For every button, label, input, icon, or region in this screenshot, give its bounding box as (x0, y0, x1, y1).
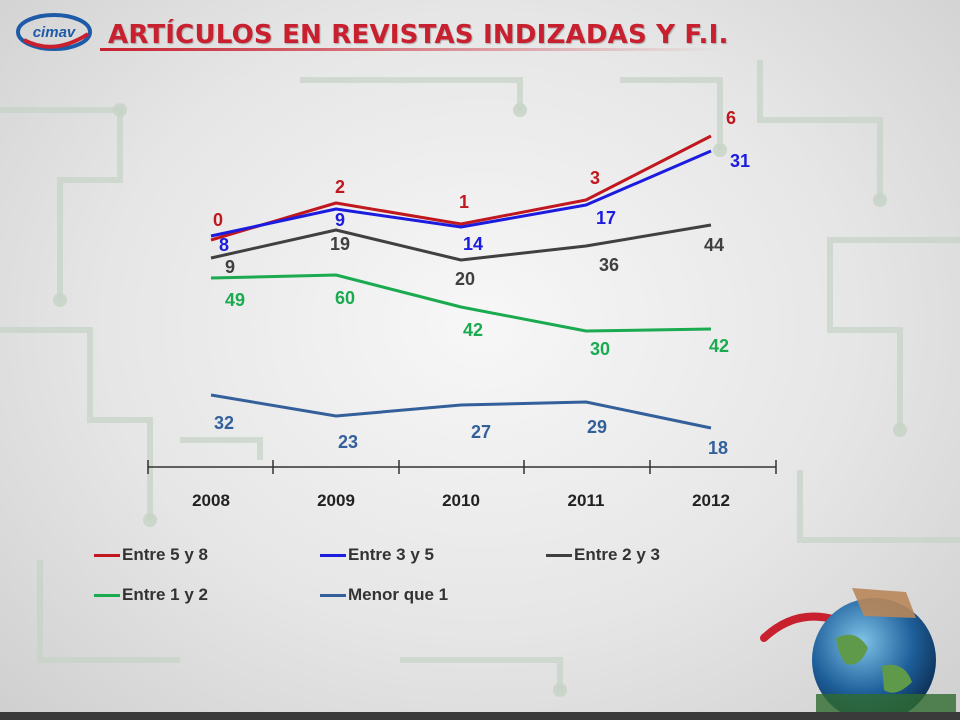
data-label: 36 (599, 255, 619, 275)
x-tick-label: 2009 (317, 491, 355, 510)
data-label: 0 (213, 210, 223, 230)
data-label: 8 (219, 235, 229, 255)
x-tick-label: 2010 (442, 491, 480, 510)
legend-item-entre-3-y-5: Entre 3 y 5 (320, 545, 434, 565)
legend-label: Entre 5 y 8 (122, 545, 208, 564)
x-axis: 2008 2009 2010 2011 2012 (147, 460, 777, 510)
legend-item-menor-que-1: Menor que 1 (320, 585, 448, 605)
data-label: 27 (471, 422, 491, 442)
legend-swatch (320, 553, 346, 557)
legend-label: Entre 2 y 3 (574, 545, 660, 564)
legend-label: Menor que 1 (348, 585, 449, 604)
legend-swatch (94, 553, 120, 557)
footer-bar (0, 712, 960, 720)
line-chart: 2008 2009 2010 2011 2012 0213689141731919203… (147, 108, 777, 510)
series-lines (210, 134, 712, 430)
data-label: 29 (587, 417, 607, 437)
series-line-2 (210, 223, 712, 262)
x-tick-label: 2011 (568, 491, 605, 510)
data-label: 9 (335, 210, 345, 230)
series-line-3 (210, 273, 712, 333)
data-label: 42 (463, 320, 483, 340)
data-label: 2 (335, 177, 345, 197)
legend-item-entre-2-y-3: Entre 2 y 3 (546, 545, 660, 565)
globe-illustration (760, 588, 956, 718)
data-label: 31 (730, 151, 750, 171)
cimav-logo: cimav (16, 13, 92, 51)
legend-item-entre-5-y-8: Entre 5 y 8 (94, 545, 208, 565)
series-line-1 (210, 149, 712, 238)
legend-swatch (546, 553, 572, 557)
page-title: ARTÍCULOS EN REVISTAS INDIZADAS Y F.I. (108, 20, 729, 50)
data-label: 23 (338, 432, 358, 452)
data-label: 14 (463, 234, 483, 254)
legend-label: Entre 1 y 2 (122, 585, 208, 604)
data-label: 3 (590, 168, 600, 188)
data-label: 9 (225, 257, 235, 277)
legend-label: Entre 3 y 5 (348, 545, 434, 564)
x-tick-label: 2012 (692, 491, 730, 510)
title-underline (100, 48, 720, 51)
logo-text: cimav (33, 24, 77, 41)
data-label: 20 (455, 269, 475, 289)
data-label: 1 (459, 192, 469, 212)
data-label: 49 (225, 290, 245, 310)
data-label: 19 (330, 234, 350, 254)
data-label: 44 (704, 235, 724, 255)
data-label: 30 (590, 339, 610, 359)
data-label: 60 (335, 288, 355, 308)
data-label: 42 (709, 336, 729, 356)
series-line-0 (210, 134, 712, 242)
x-tick-label: 2008 (192, 491, 230, 510)
legend-swatch (320, 593, 346, 597)
legend-item-entre-1-y-2: Entre 1 y 2 (94, 585, 208, 605)
data-label: 6 (726, 108, 736, 128)
data-label: 32 (214, 413, 234, 433)
legend-swatch (94, 593, 120, 597)
data-label: 18 (708, 438, 728, 458)
data-label: 17 (596, 208, 616, 228)
series-line-4 (210, 393, 712, 430)
